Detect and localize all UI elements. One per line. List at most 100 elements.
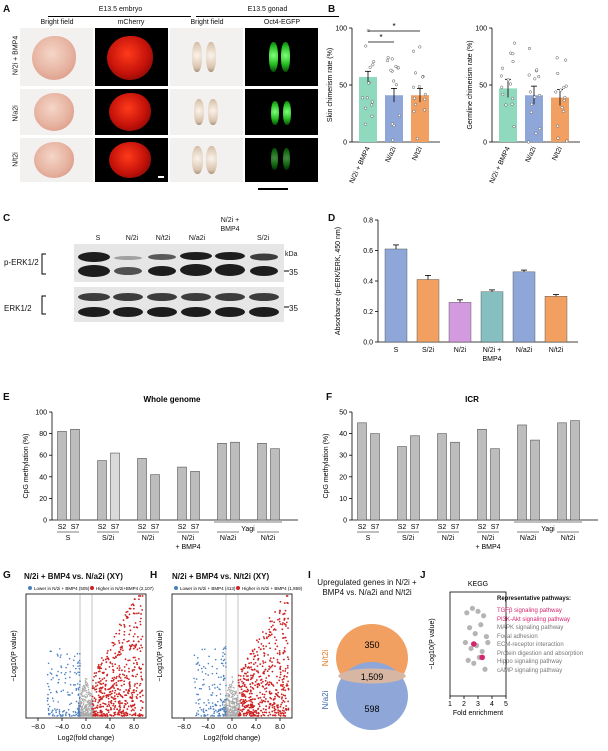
volcano-point-high [271, 706, 274, 709]
volcano-point-high [128, 633, 131, 636]
volcano-point-low [68, 657, 71, 660]
category-label: N/2i + [483, 347, 501, 354]
volcano-point-ns [229, 700, 231, 703]
volcano-point-high [260, 709, 263, 712]
venn-label-nt2i: N/t2i [321, 650, 330, 667]
volcano-point-high [114, 689, 117, 692]
data-point [411, 49, 416, 53]
volcano-point-high [127, 688, 130, 691]
volcano-point-high [119, 673, 121, 676]
venn-label-na2i: N/a2i [321, 690, 330, 709]
volcano-point-high [128, 625, 131, 627]
volcano-point-high [124, 676, 127, 679]
volcano-point-high [264, 683, 267, 686]
volcano-point-high [263, 637, 266, 640]
volcano-point-ns [231, 707, 234, 710]
volcano-point-high [277, 709, 280, 712]
category-label: N/2i [454, 347, 467, 354]
data-point [535, 68, 539, 72]
volcano-point-high [121, 673, 124, 676]
volcano-point-high [136, 661, 138, 664]
volcano-point-high [261, 680, 264, 683]
data-point [563, 95, 567, 100]
volcano-point-low [213, 712, 215, 715]
embryo-brightfield-a2i [20, 89, 93, 135]
volcano-point-high [245, 700, 248, 703]
volcano-point-low [207, 699, 210, 701]
volcano-point-high [277, 706, 280, 709]
volcano-point-ns [230, 712, 232, 714]
bracket-erk [41, 295, 46, 315]
volcano-point-low [208, 685, 211, 688]
sample-label: S7 [111, 524, 120, 531]
volcano-point-high [244, 701, 247, 704]
volcano-point-ns [230, 692, 233, 695]
volcano-point-high [238, 686, 241, 688]
volcano-point-low [215, 704, 217, 706]
volcano-point-high [256, 665, 259, 668]
erk-band-lower-nt2i [147, 307, 177, 317]
volcano-point-high [104, 668, 107, 671]
volcano-point-high [110, 692, 113, 695]
x-tick-label: 8.0 [275, 724, 285, 731]
methylation-whole-genome-chart: Whole genome 0 20 40 60 80 100 CpG methylation … [23, 395, 298, 551]
volcano-point-high [106, 655, 109, 658]
volcano-point-high [140, 613, 143, 615]
volcano-point-low [49, 650, 52, 653]
volcano-point-high [241, 693, 243, 696]
volcano-point-ns [81, 709, 83, 711]
volcano-point-high [272, 624, 274, 627]
kegg-point [471, 660, 477, 666]
volcano-point-low [52, 700, 55, 702]
volcano-point-high [277, 713, 280, 716]
volcano-point-ns [237, 703, 239, 705]
volcano-point-high [129, 687, 131, 690]
volcano-point-high [130, 692, 133, 694]
sample-label: S7 [151, 524, 160, 531]
volcano-point-low [195, 702, 197, 704]
x-tick-label: 0.0 [81, 724, 91, 731]
volcano-point-high [102, 682, 105, 685]
volcano-point-ns [238, 707, 241, 709]
volcano-point-high [118, 700, 121, 702]
volcano-point-low [197, 669, 200, 671]
volcano-point-high [115, 677, 118, 680]
volcano-point-high [134, 712, 137, 715]
volcano-point-high [272, 657, 275, 659]
data-point [554, 90, 558, 94]
volcano-plots: Lower in N/2i + BMP4 (505) Higher in N/2i… [11, 586, 303, 742]
volcano-point-high [105, 696, 108, 699]
volcano-point-high [282, 622, 284, 624]
volcano-point-high [274, 628, 277, 631]
volcano-point-ns [86, 678, 88, 680]
volcano-point-high [116, 654, 119, 657]
volcano-point-ns [237, 710, 239, 713]
y-axis-label: Skin chimerism rate (%) [327, 48, 334, 122]
volcano-point-high [93, 672, 96, 675]
y-axis-label: Germline chimerism rate (%) [467, 40, 474, 129]
x-tick-label: 3 [476, 701, 480, 708]
volcano-point-ns [86, 708, 89, 710]
volcano-point-ns [231, 712, 234, 714]
volcano-point-high [239, 675, 242, 677]
volcano-point-low [217, 700, 219, 703]
data-point [360, 96, 365, 100]
volcano-point-low [222, 664, 225, 667]
volcano-point-high [102, 702, 104, 705]
data-point [390, 57, 394, 61]
volcano-point-low [203, 683, 205, 686]
legend-high-label: Higher in N/2i + BMP4 (1,859) [242, 586, 303, 591]
volcano-point-high [140, 699, 143, 702]
volcano-point-low [225, 694, 227, 697]
volcano-point-ns [234, 706, 236, 708]
volcano-point-high [257, 714, 260, 717]
volcano-point-high [265, 687, 268, 689]
volcano-point-ns [79, 700, 81, 703]
volcano-point-low [60, 654, 62, 656]
gonad-oct4-bmp4 [245, 28, 318, 86]
volcano-point-low [223, 658, 226, 661]
data-point [392, 79, 396, 83]
volcano-point-ns [87, 684, 89, 687]
bar [150, 474, 160, 521]
data-point [564, 84, 568, 88]
